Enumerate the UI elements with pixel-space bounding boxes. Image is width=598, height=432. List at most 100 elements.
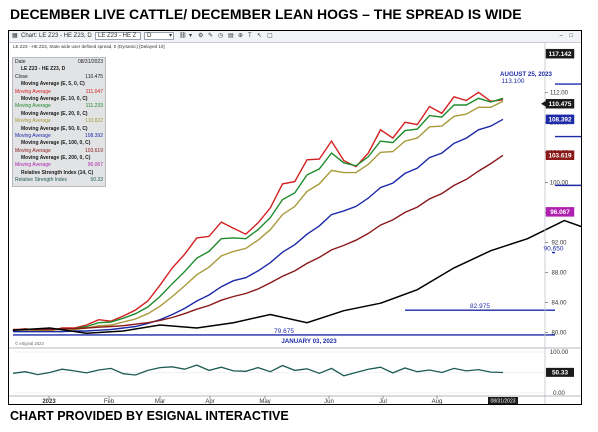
- legend-row: Moving Average (E, 10, 0, C): [15, 96, 103, 103]
- price-point: [306, 322, 308, 324]
- y-tick-label: 100.00: [550, 180, 569, 186]
- level-label: 90.650: [544, 246, 564, 253]
- symbol-input-value: LE Z23 - HE Z: [98, 33, 137, 39]
- chart-icon[interactable]: ▦: [12, 33, 18, 39]
- legend-row: Moving Average 96.067: [15, 162, 103, 169]
- rsi-badge: [546, 367, 574, 377]
- legend-label: Moving Average: [15, 88, 51, 95]
- legend-label: Relative Strength Index (14, C): [21, 169, 94, 176]
- level-label: 79.675: [274, 328, 294, 335]
- legend-value: 111.047: [85, 88, 103, 95]
- chart-subtitle: LE Z23 - HE Z23, State wide user defined…: [13, 44, 165, 49]
- interval-select-value: D: [147, 33, 152, 39]
- legend-row: Moving Average (E, 5, 0, C): [15, 81, 103, 88]
- legend-label: Moving Average (E, 100, 0, C): [21, 140, 91, 147]
- x-tick-label: Aug: [432, 399, 443, 404]
- chevron-down-icon: ▾: [168, 33, 172, 39]
- annotation-august-25: AUGUST 25, 2023: [500, 71, 552, 78]
- legend-label: Close: [15, 73, 28, 80]
- price-badge: [545, 114, 575, 125]
- rsi-badge-label: 50.33: [552, 370, 568, 377]
- y-tick-label: 112.00: [550, 90, 569, 96]
- legend-value: 108.392: [84, 132, 103, 139]
- price-point: [527, 238, 528, 240]
- price-chart[interactable]: 113.100106.10099.60090.65082.97579.675AU…: [9, 43, 581, 404]
- price-point: [49, 327, 51, 329]
- price-point: [380, 302, 381, 304]
- x-tick-label: Jun: [324, 399, 334, 404]
- price-point: [563, 220, 565, 222]
- settings-icon[interactable]: ⚙: [198, 33, 204, 39]
- date-badge: [488, 397, 518, 404]
- price-badge-label: 117.142: [549, 51, 572, 58]
- price-badge-label: 108.392: [548, 117, 572, 124]
- moving-average-line: [12, 97, 504, 331]
- restore-icon[interactable]: □: [569, 33, 573, 39]
- moving-average-line: [12, 91, 504, 332]
- legend-value: 50.33: [90, 177, 103, 184]
- legend-label: Moving Average: [15, 162, 51, 169]
- moving-average-line: [13, 118, 504, 333]
- copyright-stamp: © eSignal 2023: [15, 341, 44, 346]
- grid-icon[interactable]: ▤: [228, 33, 234, 39]
- dropdown-icon[interactable]: ▾: [189, 33, 193, 39]
- legend-label: LE Z23 - HE Z23, D: [21, 66, 66, 73]
- legend-row: Moving Average 108.392: [15, 133, 103, 140]
- legend-row: Moving Average (E, 20, 0, C): [15, 111, 103, 118]
- price-badge-label: 103.619: [548, 152, 572, 159]
- text-icon[interactable]: T: [248, 33, 252, 39]
- legend-label: Moving Average (E, 50, 0, C): [21, 125, 88, 132]
- interval-select[interactable]: D ▾: [144, 32, 174, 40]
- legend-row: Date 08/31/2023: [15, 59, 103, 66]
- price-point: [122, 330, 124, 332]
- y-tick-label: 84.00: [551, 300, 567, 306]
- legend-label: Relative Strength Index: [15, 177, 67, 184]
- link-icon[interactable]: ⛓: [179, 33, 187, 39]
- legend-row: Moving Average 103.619: [15, 148, 103, 155]
- price-badge: [545, 207, 575, 217]
- price-point: [86, 332, 87, 334]
- date-badge-label: 08/31/2023: [490, 399, 515, 404]
- price-point: [416, 289, 418, 291]
- clock-icon[interactable]: ◷: [218, 33, 224, 39]
- legend-value: 96.067: [87, 162, 103, 169]
- price-point: [233, 322, 234, 324]
- symbol-input[interactable]: LE Z23 - HE Z: [95, 32, 141, 40]
- legend-row: Moving Average 111.233: [15, 103, 103, 110]
- legend-value: 110.475: [85, 73, 103, 80]
- x-tick-label: May: [259, 399, 270, 404]
- price-point: [490, 250, 492, 252]
- price-point: [343, 310, 345, 312]
- price-badge-label: 110.475: [549, 101, 572, 108]
- annotation-january-03: JANUARY 03, 2023: [281, 338, 337, 345]
- y-tick-label: 80.00: [551, 330, 567, 336]
- price-badge: [545, 48, 575, 59]
- legend-row: Relative Strength Index 50.33: [15, 177, 103, 184]
- legend-label: Moving Average (E, 10, 0, C): [21, 95, 88, 102]
- legend-value: 103.619: [84, 147, 103, 154]
- legend-label: Date: [15, 59, 26, 65]
- minimize-icon[interactable]: –: [559, 33, 563, 39]
- window-icon[interactable]: ▢: [267, 33, 273, 39]
- legend-row: Moving Average (E, 100, 0, C): [15, 140, 103, 147]
- price-point: [269, 313, 271, 315]
- moving-average-line: [13, 100, 504, 331]
- legend-value: 110.822: [85, 118, 103, 125]
- rsi-tick-label: 0.00: [553, 391, 565, 397]
- cursor-icon[interactable]: ↖: [257, 33, 263, 39]
- legend-label: Moving Average: [15, 147, 51, 154]
- price-point: [159, 324, 161, 326]
- legend-label: Moving Average: [15, 118, 51, 125]
- chart-title-label: Chart: LE Z23 - HE Z23, D: [21, 33, 92, 39]
- zoom-icon[interactable]: ⊕: [238, 33, 244, 39]
- legend-label: Moving Average (E, 5, 0, C): [21, 81, 85, 88]
- x-tick-label: Jul: [379, 399, 387, 404]
- legend-label: Moving Average: [15, 103, 51, 110]
- rsi-line: [12, 364, 504, 377]
- legend-row: Moving Average 111.047: [15, 89, 103, 96]
- last-price-arrow: [541, 100, 546, 107]
- x-tick-label: Apr: [205, 399, 214, 404]
- x-tick-label: Feb: [104, 399, 115, 404]
- x-tick-label: 2023: [42, 399, 56, 404]
- draw-icon[interactable]: ✎: [208, 33, 214, 39]
